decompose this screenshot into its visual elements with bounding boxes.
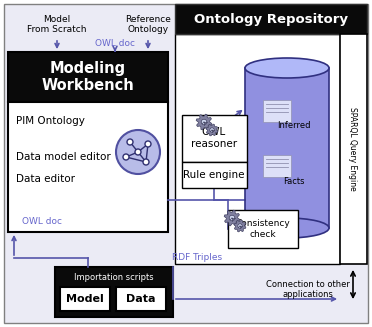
- Text: OWL doc: OWL doc: [95, 39, 135, 47]
- Bar: [116, 287, 166, 311]
- Text: RDF Triples: RDF Triples: [172, 253, 222, 263]
- Text: Modeling
Workbench: Modeling Workbench: [42, 61, 134, 93]
- Circle shape: [135, 149, 141, 155]
- Bar: [228, 210, 298, 248]
- Bar: [8, 52, 168, 102]
- Bar: [340, 34, 367, 264]
- Bar: [60, 287, 110, 311]
- Polygon shape: [224, 210, 240, 226]
- Text: Connection to other
applications: Connection to other applications: [266, 280, 350, 300]
- Text: OWL doc: OWL doc: [22, 217, 62, 227]
- Polygon shape: [206, 124, 218, 136]
- Text: Importation scripts: Importation scripts: [74, 272, 154, 282]
- Circle shape: [123, 154, 129, 160]
- Text: Reference
Ontology: Reference Ontology: [125, 15, 171, 34]
- Text: Ontology Repository: Ontology Repository: [194, 12, 348, 26]
- Bar: [55, 267, 173, 317]
- Text: Data model editor: Data model editor: [16, 152, 111, 162]
- Text: Model: Model: [66, 294, 104, 304]
- Text: Facts: Facts: [283, 177, 305, 185]
- Circle shape: [127, 139, 133, 145]
- Text: SPARQL Query Engine: SPARQL Query Engine: [349, 107, 357, 191]
- Bar: [175, 34, 340, 264]
- Ellipse shape: [245, 218, 329, 238]
- Circle shape: [143, 159, 149, 165]
- Bar: [263, 100, 291, 122]
- Text: OWL
reasoner: OWL reasoner: [191, 127, 237, 149]
- Polygon shape: [196, 114, 212, 130]
- Circle shape: [229, 215, 235, 221]
- Circle shape: [116, 130, 160, 174]
- Bar: [182, 115, 247, 162]
- Circle shape: [201, 119, 207, 125]
- Bar: [175, 4, 367, 34]
- Text: PIM Ontology: PIM Ontology: [16, 116, 85, 126]
- Text: Data: Data: [126, 294, 156, 304]
- Bar: [182, 162, 247, 188]
- Bar: [245, 68, 329, 228]
- Text: Inferred: Inferred: [277, 122, 311, 130]
- Circle shape: [145, 141, 151, 147]
- Text: Consistency
check: Consistency check: [235, 219, 291, 239]
- Bar: [8, 102, 168, 232]
- Text: Data editor: Data editor: [16, 174, 75, 184]
- Polygon shape: [234, 220, 246, 232]
- Text: Rule engine: Rule engine: [183, 170, 245, 180]
- Circle shape: [210, 128, 214, 132]
- Bar: [263, 155, 291, 177]
- Text: Model
From Scratch: Model From Scratch: [27, 15, 87, 34]
- Circle shape: [238, 224, 242, 228]
- Ellipse shape: [245, 58, 329, 78]
